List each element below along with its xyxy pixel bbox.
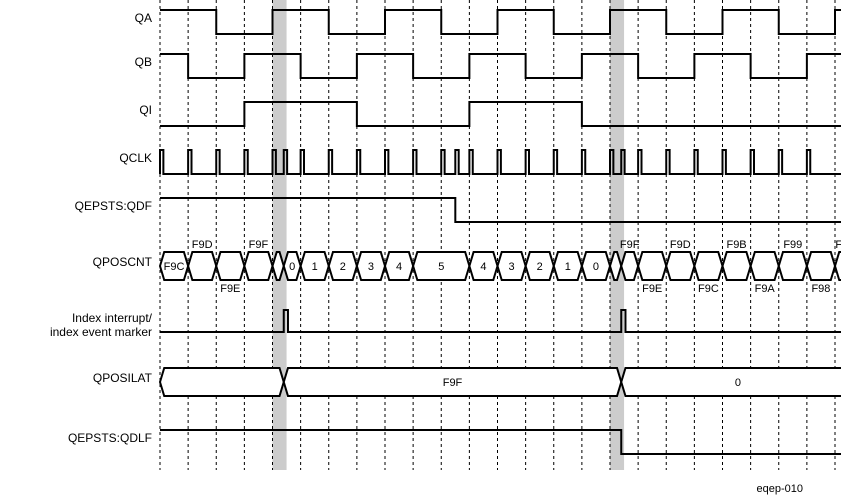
signal-label: QPOSILAT	[93, 371, 153, 385]
bus-value: F9F	[249, 239, 269, 251]
trace-QB	[160, 54, 841, 78]
bus-value: 4	[480, 261, 486, 273]
timing-diagram: QA QB QI QCLK QEPSTS:QDF QPOSCNT F9C F9D F9E F9F 0…	[0, 0, 841, 500]
bus-segment	[807, 252, 835, 280]
bus-value: F9A	[755, 283, 776, 295]
bus-value: F9E	[220, 283, 240, 295]
bus-value: 5	[438, 261, 444, 273]
signal-label: QEPSTS:QDLF	[68, 431, 152, 445]
bus-value: F9C	[698, 283, 719, 295]
bus-value: 3	[509, 261, 515, 273]
bus-value: 4	[396, 261, 402, 273]
signal-label: QI	[139, 103, 152, 117]
signal-label: QCLK	[119, 151, 152, 165]
bus-segment	[835, 252, 841, 280]
bus-value: 0	[289, 261, 295, 273]
bus-value: F97	[835, 239, 841, 251]
bus-segment	[638, 252, 666, 280]
figure-id: eqep-010	[757, 483, 804, 495]
signal-label: QA	[135, 11, 152, 25]
bus-value: F98	[811, 283, 830, 295]
bus-segment	[216, 252, 244, 280]
bus-value: F9E	[642, 283, 662, 295]
bus-value: F9B	[726, 239, 746, 251]
bus-value: F9F	[620, 239, 640, 251]
bus-segment	[723, 252, 751, 280]
bus-value: F9F	[443, 377, 463, 389]
bus-value: 1	[312, 261, 318, 273]
bus-segment	[779, 252, 807, 280]
bus-value: 2	[537, 261, 543, 273]
signal-label: QEPSTS:QDF	[75, 199, 152, 213]
trace-QEPSTS:QDLF	[160, 430, 841, 454]
trace-QCLK	[160, 150, 841, 174]
bus-segment	[694, 252, 722, 280]
bus-value: F9D	[670, 239, 691, 251]
bus-value: 0	[593, 261, 599, 273]
signal-label: QB	[135, 55, 152, 69]
bus-segment	[621, 368, 841, 396]
bus-value: F9D	[192, 239, 213, 251]
trace-QI	[160, 102, 841, 126]
bus-segment	[666, 252, 694, 280]
bus-segment	[621, 252, 638, 280]
signal-label: Index interrupt/	[72, 311, 153, 325]
bus-value: F99	[783, 239, 802, 251]
bus-value: 3	[368, 261, 374, 273]
signal-label: index event marker	[50, 325, 152, 339]
trace-Index interrupt/ index event marker	[160, 310, 841, 332]
bus-value: 2	[340, 261, 346, 273]
bus-segment	[188, 252, 216, 280]
bus-value: F9C	[164, 261, 185, 273]
shade-region	[610, 0, 624, 470]
signal-label: QPOSCNT	[93, 255, 153, 269]
shade-region	[273, 0, 287, 470]
bus-segment	[160, 368, 284, 396]
bus-segment	[244, 252, 272, 280]
bus-segment	[751, 252, 779, 280]
bus-value: 0	[735, 377, 741, 389]
trace-QA	[160, 10, 841, 34]
bus-value: 1	[565, 261, 571, 273]
trace-QEPSTS:QDF	[160, 198, 841, 222]
